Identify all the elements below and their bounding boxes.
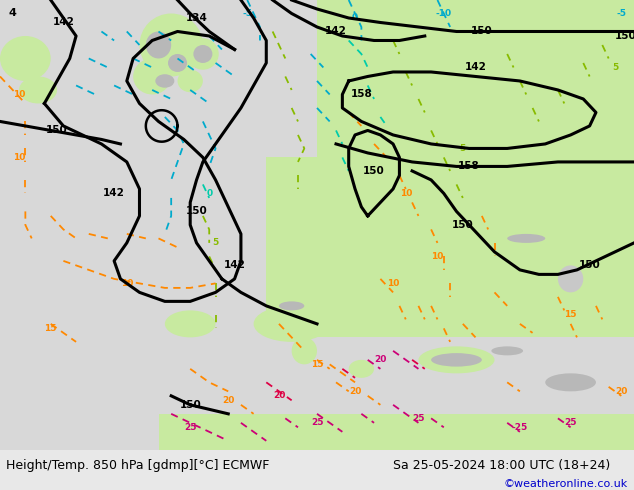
Text: 20: 20	[349, 387, 361, 396]
Text: 10: 10	[13, 90, 25, 99]
Text: 150: 150	[363, 166, 385, 176]
Text: 25: 25	[311, 418, 323, 427]
Text: 10: 10	[387, 279, 399, 288]
Text: 25: 25	[564, 418, 577, 427]
Ellipse shape	[0, 36, 51, 81]
Ellipse shape	[187, 38, 219, 70]
Text: 5: 5	[612, 63, 618, 72]
Text: -5: -5	[616, 9, 626, 18]
Ellipse shape	[279, 301, 304, 310]
Ellipse shape	[168, 54, 187, 72]
Ellipse shape	[155, 74, 174, 88]
Text: 5: 5	[212, 239, 219, 247]
Ellipse shape	[19, 76, 57, 103]
Text: 150: 150	[471, 26, 493, 36]
Text: 20: 20	[374, 355, 387, 365]
Text: 4: 4	[9, 8, 16, 19]
Text: 142: 142	[224, 260, 245, 270]
Text: -10: -10	[436, 9, 452, 18]
Text: ©weatheronline.co.uk: ©weatheronline.co.uk	[503, 479, 628, 489]
Text: Sa 25-05-2024 18:00 UTC (18+24): Sa 25-05-2024 18:00 UTC (18+24)	[393, 459, 611, 471]
Ellipse shape	[349, 360, 374, 378]
Text: 15: 15	[564, 310, 577, 319]
Text: 150: 150	[186, 206, 207, 217]
Ellipse shape	[139, 14, 203, 76]
Text: 150: 150	[46, 125, 68, 135]
Text: 142: 142	[103, 189, 125, 198]
Ellipse shape	[133, 58, 171, 95]
Text: 0: 0	[206, 189, 212, 198]
Ellipse shape	[178, 70, 203, 92]
Text: 20: 20	[273, 392, 285, 400]
Text: 158: 158	[458, 161, 480, 172]
Ellipse shape	[193, 45, 212, 63]
Text: 134: 134	[186, 13, 207, 23]
Text: 25: 25	[412, 414, 425, 423]
Text: 15: 15	[311, 360, 323, 369]
Ellipse shape	[431, 353, 482, 367]
Text: 142: 142	[325, 26, 347, 36]
Ellipse shape	[545, 373, 596, 392]
FancyBboxPatch shape	[158, 414, 634, 450]
Text: -5: -5	[242, 9, 252, 18]
Text: 158: 158	[351, 90, 372, 99]
Text: 150: 150	[179, 400, 201, 410]
FancyBboxPatch shape	[317, 0, 634, 202]
Ellipse shape	[254, 306, 330, 342]
Ellipse shape	[165, 310, 216, 337]
Text: 5: 5	[460, 144, 466, 153]
Text: 15: 15	[44, 324, 57, 333]
Text: 25: 25	[184, 423, 197, 432]
FancyBboxPatch shape	[266, 157, 634, 337]
Ellipse shape	[507, 234, 545, 243]
Text: Height/Temp. 850 hPa [gdmp][°C] ECMWF: Height/Temp. 850 hPa [gdmp][°C] ECMWF	[6, 459, 269, 471]
Text: 0: 0	[352, 14, 358, 23]
Ellipse shape	[558, 266, 583, 293]
Text: 10: 10	[431, 252, 444, 261]
Text: 20: 20	[222, 396, 235, 405]
Ellipse shape	[146, 31, 171, 58]
Text: -25: -25	[512, 423, 528, 432]
Ellipse shape	[292, 338, 317, 365]
Text: 142: 142	[465, 62, 486, 73]
Text: 10: 10	[399, 189, 412, 198]
Text: 150: 150	[452, 220, 474, 230]
Ellipse shape	[491, 346, 523, 355]
Ellipse shape	[418, 346, 495, 373]
Text: 20: 20	[615, 387, 628, 396]
Text: 150: 150	[615, 31, 634, 41]
Text: 142: 142	[53, 18, 74, 27]
Text: 10: 10	[120, 279, 133, 288]
Text: 150: 150	[579, 260, 600, 270]
Text: 10: 10	[13, 153, 25, 162]
